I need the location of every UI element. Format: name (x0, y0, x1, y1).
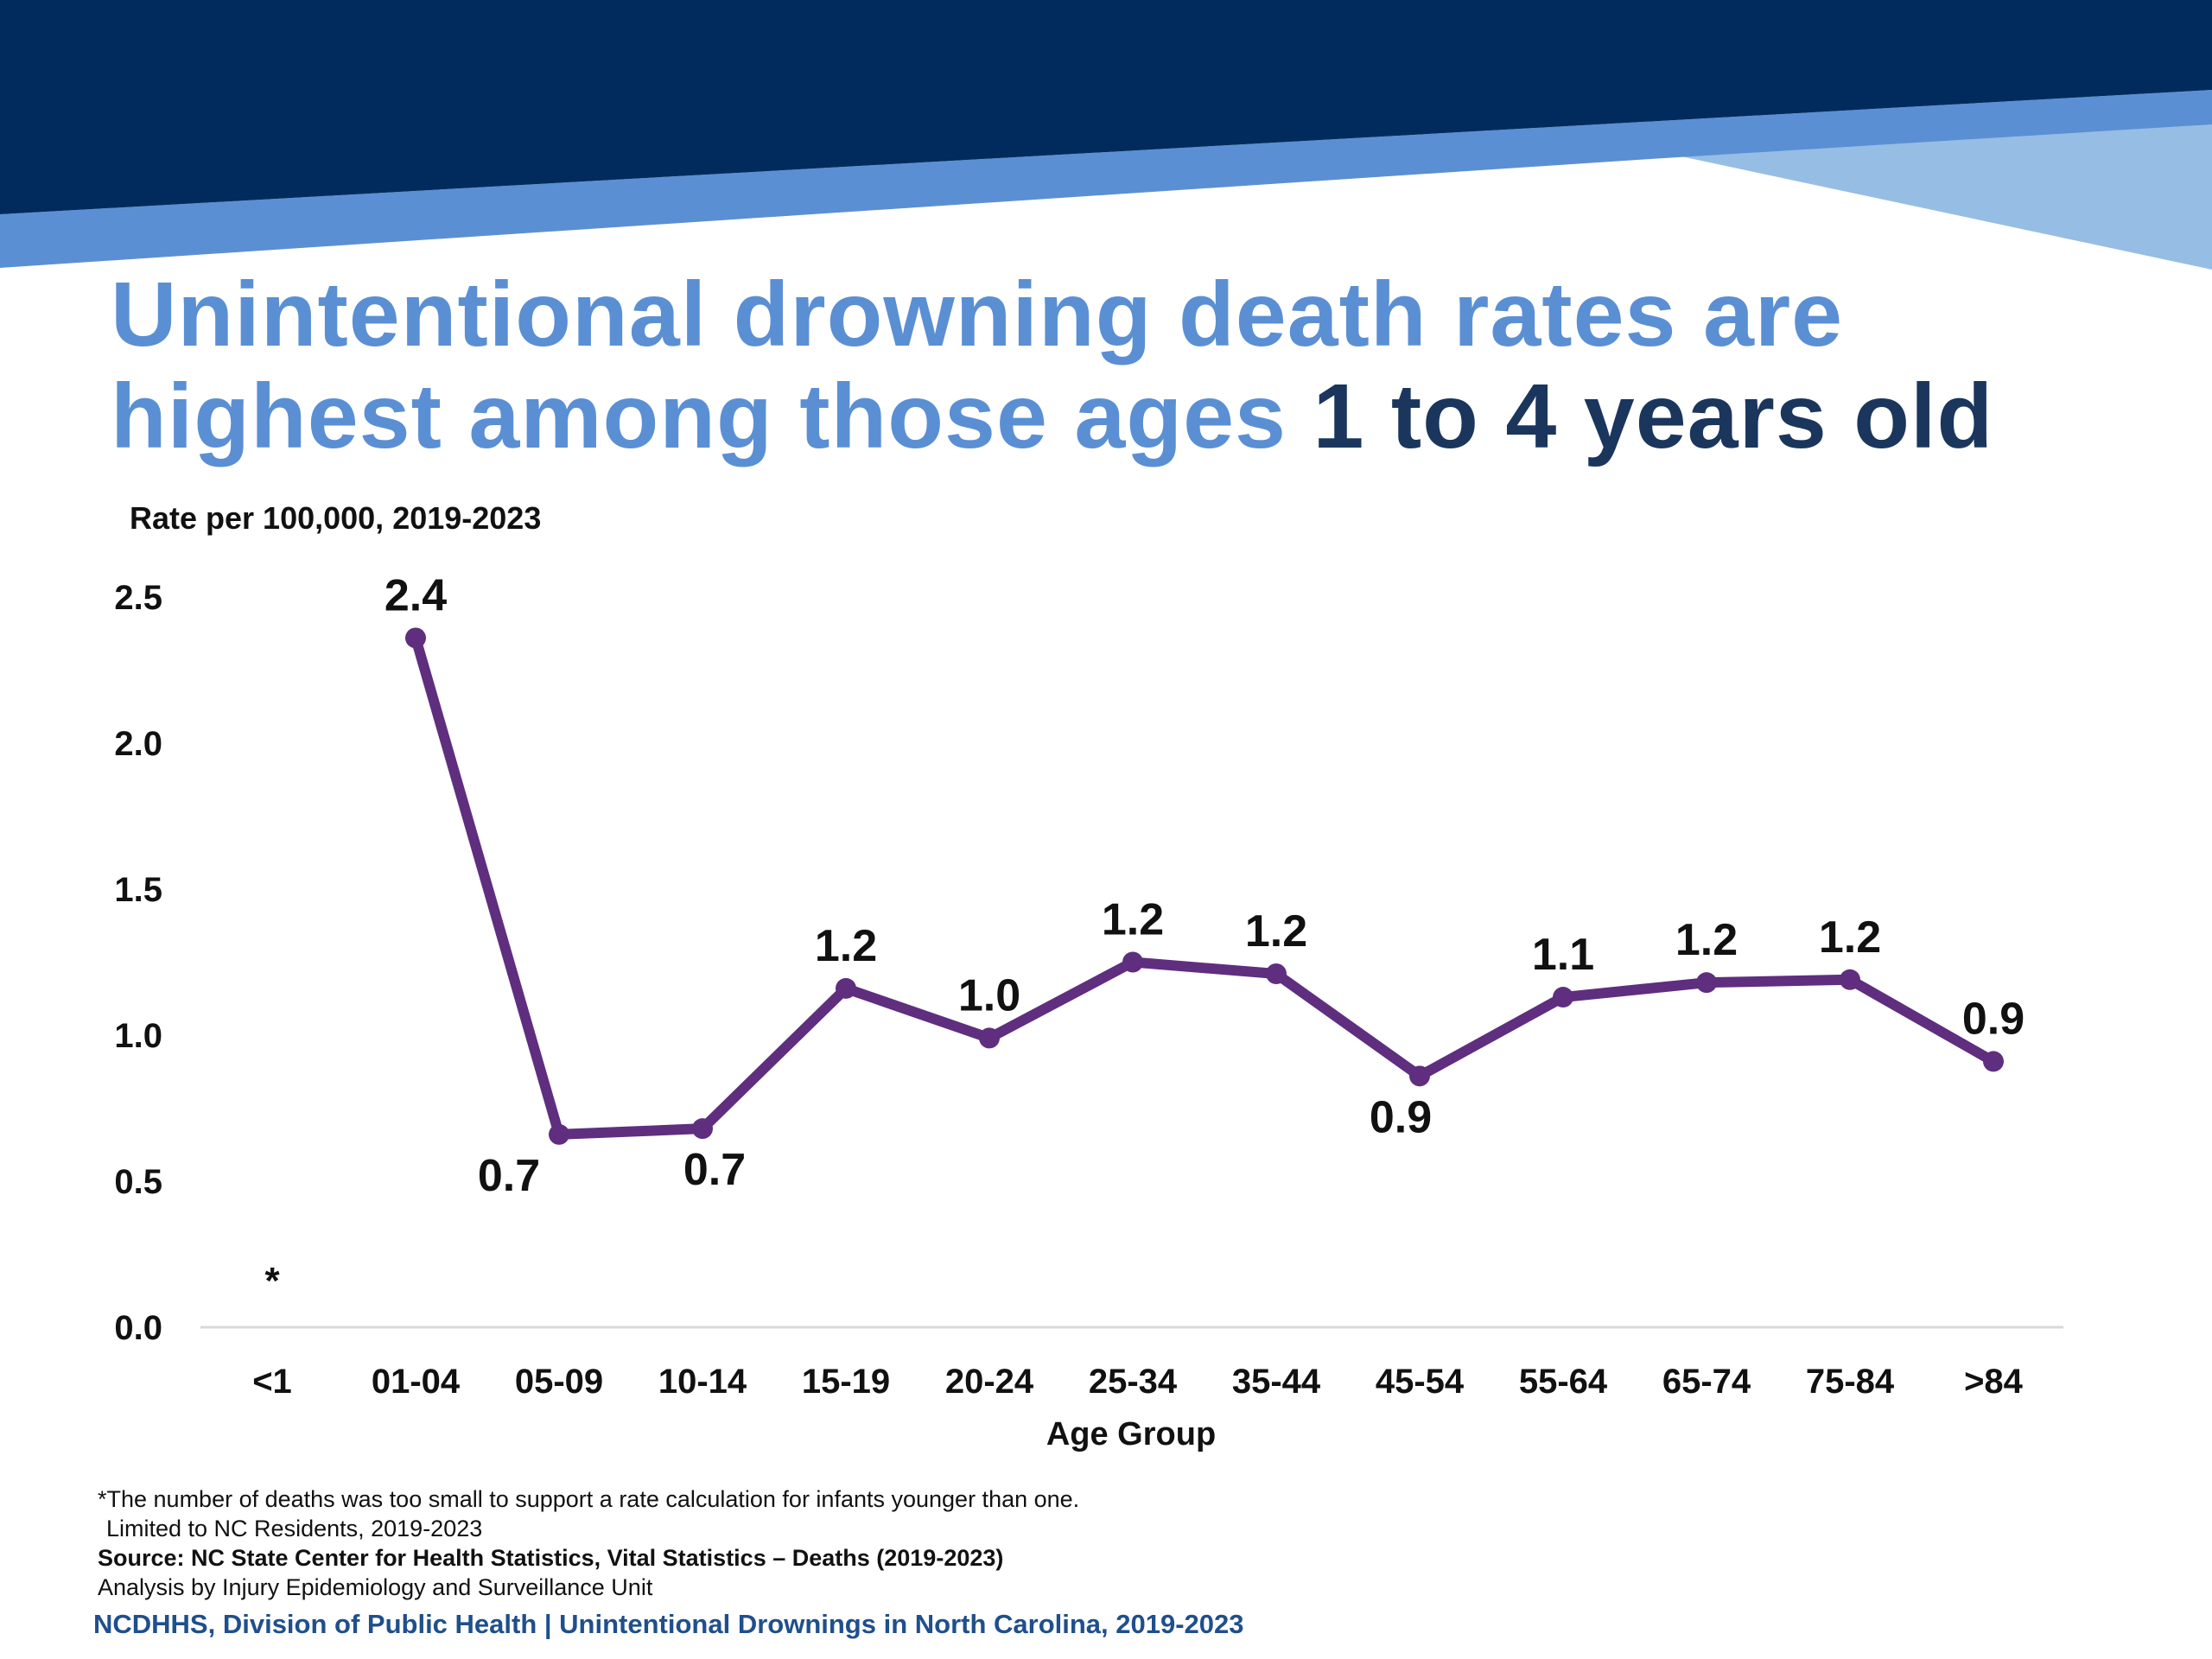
title-highlight: 1 to 4 years old (1313, 365, 1994, 467)
data-labels: * 2.4 0.7 0.7 1.2 1.0 1.2 1.2 0.9 1.1 1.2 1.2 0.9 (264, 570, 2024, 1302)
x-tick-label: 05-09 (515, 1363, 603, 1401)
banner-blue-stripe (0, 90, 2212, 268)
data-label: 1.2 (1819, 912, 1881, 963)
x-tick-label: >84 (1964, 1363, 2024, 1401)
data-label: 1.2 (1245, 906, 1307, 957)
footnote-small-numbers: *The number of deaths was too small to s… (98, 1486, 1080, 1512)
data-point (405, 627, 426, 649)
data-point (1122, 951, 1143, 973)
analysis-note: Analysis by Injury Epidemiology and Surv… (98, 1574, 653, 1600)
data-point (1553, 987, 1573, 1008)
data-point (979, 1027, 1000, 1049)
footnote-residents: Limited to NC Residents, 2019-2023 (106, 1516, 483, 1541)
data-label: 2.4 (385, 570, 447, 620)
data-point (1983, 1051, 2004, 1072)
data-label-suppressed: * (264, 1260, 280, 1302)
x-axis-title: Age Group (1046, 1416, 1216, 1452)
title-line-2: highest among those ages (111, 365, 1313, 467)
data-point (1696, 972, 1717, 994)
data-points (405, 627, 2004, 1145)
y-tick-label: 0.0 (114, 1309, 162, 1347)
title-line-1: Unintentional drowning death rates are (111, 264, 1844, 365)
y-tick-label: 2.5 (114, 579, 162, 617)
y-axis-title: Rate per 100,000, 2019-2023 (130, 500, 541, 536)
data-label: 1.2 (1675, 915, 1738, 965)
data-label: 1.2 (815, 921, 877, 971)
data-point (1266, 963, 1287, 985)
x-tick-label: 35-44 (1232, 1363, 1321, 1401)
footer-notes: *The number of deaths was too small to s… (98, 1484, 1079, 1602)
line-chart: Rate per 100,000, 2019-2023 0.0 0.5 1.0 1.5… (114, 500, 2063, 1452)
source-note: Source: NC State Center for Health Stati… (98, 1545, 1004, 1571)
x-tick-label: 10-14 (658, 1363, 747, 1401)
series-line (410, 632, 1999, 1140)
y-tick-labels: 0.0 0.5 1.0 1.5 2.0 2.5 (114, 579, 162, 1347)
header-banner (0, 0, 2212, 270)
x-tick-label: <1 (252, 1363, 292, 1401)
y-tick-label: 1.5 (114, 871, 162, 909)
x-tick-label: 25-34 (1089, 1363, 1178, 1401)
data-point (549, 1123, 569, 1145)
x-tick-label: 75-84 (1806, 1363, 1895, 1401)
x-tick-label: 15-19 (802, 1363, 890, 1401)
x-tick-label: 45-54 (1376, 1363, 1465, 1401)
footer-brand: NCDHHS, Division of Public Health | Unin… (93, 1609, 1244, 1639)
x-tick-labels: <1 01-04 05-09 10-14 15-19 20-24 25-34 35-44 45-… (252, 1363, 2023, 1401)
x-tick-label: 65-74 (1662, 1363, 1751, 1401)
data-label: 1.2 (1102, 895, 1164, 945)
data-point (836, 977, 856, 999)
data-label: 1.0 (958, 970, 1020, 1020)
data-label: 1.1 (1532, 930, 1594, 980)
data-label: 0.9 (1962, 994, 2024, 1044)
x-tick-label: 20-24 (945, 1363, 1034, 1401)
y-tick-label: 0.5 (114, 1163, 162, 1201)
y-tick-label: 1.0 (114, 1017, 162, 1055)
x-tick-label: 55-64 (1519, 1363, 1608, 1401)
data-point (1840, 969, 1860, 990)
data-label: 0.7 (683, 1145, 746, 1195)
y-tick-label: 2.0 (114, 725, 162, 763)
data-point (692, 1118, 713, 1140)
data-point (1409, 1065, 1430, 1087)
banner-navy-band (0, 0, 2212, 214)
page-title: Unintentional drowning death rates are h… (111, 264, 1993, 467)
data-label: 0.7 (478, 1151, 540, 1201)
data-label: 0.9 (1370, 1092, 1432, 1142)
x-tick-label: 01-04 (372, 1363, 461, 1401)
